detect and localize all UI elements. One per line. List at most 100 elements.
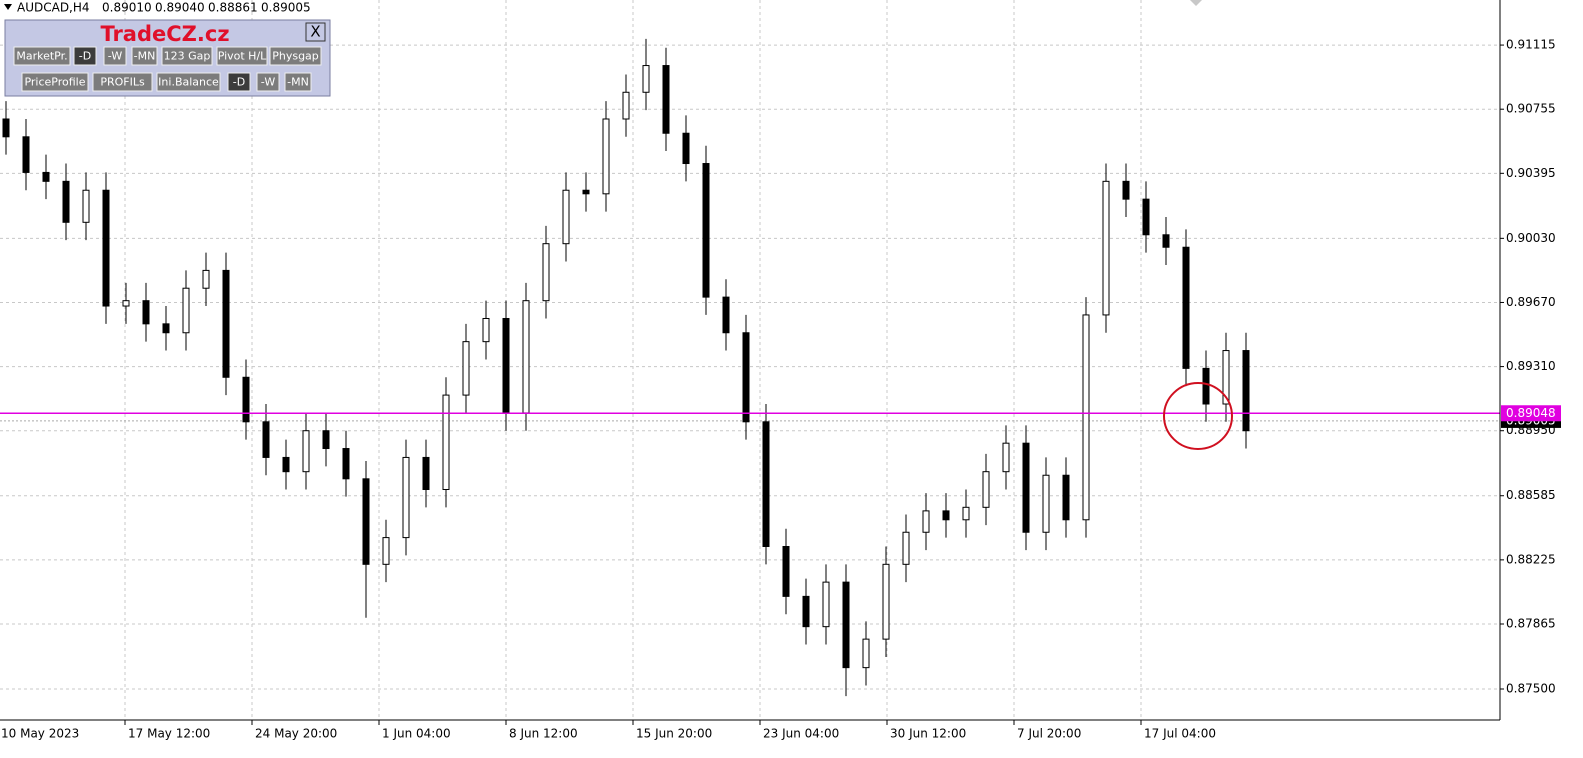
panel-button[interactable] xyxy=(21,72,89,92)
panel-button-label[interactable]: MarketPr. xyxy=(16,50,67,63)
x-tick-label: 17 May 12:00 xyxy=(128,727,210,741)
panel-button-label[interactable]: -D xyxy=(79,50,91,63)
candle-body xyxy=(722,296,730,334)
candle-body xyxy=(122,300,130,307)
candle-body xyxy=(522,300,530,414)
y-tick-label: 0.88585 xyxy=(1506,488,1556,502)
candle-body xyxy=(782,546,790,597)
candle-body xyxy=(82,189,90,223)
candle-body xyxy=(1102,180,1110,316)
x-tick-label: 10 May 2023 xyxy=(1,727,79,741)
x-tick-label: 8 Jun 12:00 xyxy=(509,727,578,741)
panel-button-label[interactable]: Ini.Balance xyxy=(158,76,219,89)
panel-button[interactable] xyxy=(13,46,71,66)
panel-button-label[interactable]: PROFILs xyxy=(100,76,145,89)
candle-body xyxy=(1002,442,1010,473)
candle-body xyxy=(242,376,250,423)
candle-body xyxy=(1062,474,1070,521)
candle-body xyxy=(442,394,450,491)
panel-button[interactable] xyxy=(103,46,127,66)
candle-body xyxy=(262,421,270,458)
candle-body xyxy=(702,163,710,298)
panel-button-label[interactable]: 123 Gap xyxy=(164,50,211,63)
panel-button[interactable] xyxy=(161,46,213,66)
y-tick-label: 0.90395 xyxy=(1506,166,1556,180)
dropdown-arrow xyxy=(4,4,12,10)
highlight-circle xyxy=(1163,382,1233,450)
candle-body xyxy=(1242,350,1250,432)
panel-button-label[interactable]: -MN xyxy=(287,76,309,89)
candle-body xyxy=(42,171,50,182)
x-tick-label: 1 Jun 04:00 xyxy=(382,727,451,741)
candle-body xyxy=(502,317,510,414)
candle-body xyxy=(642,65,650,93)
panel-button[interactable] xyxy=(269,46,322,66)
x-tick-label: 7 Jul 20:00 xyxy=(1017,727,1081,741)
grid xyxy=(0,0,1500,720)
panel-button[interactable] xyxy=(227,72,251,92)
candle-body xyxy=(562,189,570,245)
candle-body xyxy=(582,189,590,195)
ohlc-open: 0.89010 xyxy=(102,1,152,15)
panel-button-label[interactable]: -W xyxy=(108,50,123,63)
panel-button[interactable] xyxy=(92,72,153,92)
candle-body xyxy=(202,269,210,289)
y-tick-label: 0.90755 xyxy=(1506,102,1556,116)
candle-body xyxy=(402,456,410,539)
x-tick-label: 30 Jun 12:00 xyxy=(890,727,966,741)
candle-body xyxy=(422,456,430,491)
candle-body xyxy=(362,478,370,565)
candle-body xyxy=(382,537,390,565)
candle-body xyxy=(942,510,950,521)
panel-button-label[interactable]: -MN xyxy=(134,50,156,63)
y-tick-label: 0.89670 xyxy=(1506,295,1556,309)
panel-button-label[interactable]: -W xyxy=(261,76,276,89)
candle-body xyxy=(182,287,190,334)
close-button[interactable] xyxy=(305,22,326,42)
candle-body xyxy=(542,243,550,302)
panel-button-label[interactable]: PriceProfile xyxy=(24,76,85,89)
candle-body xyxy=(842,581,850,669)
hline-label-bg xyxy=(1501,405,1561,422)
candle-body xyxy=(762,421,770,548)
ohlc-high: 0.89040 xyxy=(155,1,205,15)
candle-body xyxy=(1042,474,1050,533)
panel-button[interactable] xyxy=(73,46,97,66)
panel-button[interactable] xyxy=(131,46,158,66)
candle-body xyxy=(162,323,170,334)
hline-label: 0.89048 xyxy=(1506,406,1556,420)
panel-button-label[interactable]: Pivot H/L xyxy=(218,50,267,63)
panel-button[interactable] xyxy=(256,72,280,92)
candle-body xyxy=(102,189,110,307)
candle-body xyxy=(922,510,930,533)
candle-body xyxy=(902,531,910,565)
candle-body xyxy=(2,118,10,138)
candle-body xyxy=(482,317,490,343)
panel-button[interactable] xyxy=(284,72,312,92)
y-tick-label: 0.90030 xyxy=(1506,231,1556,245)
candle-body xyxy=(662,65,670,134)
x-tick-label: 15 Jun 20:00 xyxy=(636,727,712,741)
panel-button[interactable] xyxy=(156,72,221,92)
candle-body xyxy=(682,132,690,165)
close-label[interactable]: X xyxy=(310,23,320,41)
candles xyxy=(0,38,1500,697)
candle-body xyxy=(962,506,970,521)
symbol: AUDCAD,H4 xyxy=(17,1,90,15)
panel-button[interactable] xyxy=(216,46,268,66)
y-tick-label: 0.88225 xyxy=(1506,552,1556,566)
tool-panel: TradeCZ.cz X MarketPr. -D -W -MN 123 Gap Pivo… xyxy=(4,19,331,97)
candle-body xyxy=(22,136,30,173)
candle-body xyxy=(622,91,630,120)
candle-body xyxy=(1082,314,1090,521)
candle-body xyxy=(1182,246,1190,369)
candle-body xyxy=(302,430,310,473)
panel-button-label[interactable]: -D xyxy=(233,76,245,89)
x-tick-label: 24 May 20:00 xyxy=(255,727,337,741)
scroll-marker xyxy=(1190,0,1202,6)
candle-body xyxy=(982,471,990,508)
candle-body xyxy=(602,118,610,195)
panel-button-label[interactable]: Physgap xyxy=(272,50,319,63)
